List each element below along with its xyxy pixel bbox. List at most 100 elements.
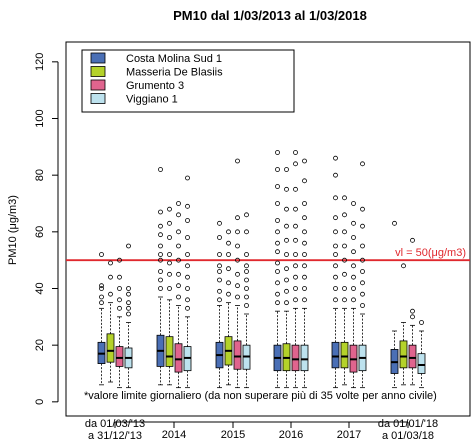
box-body (300, 344, 309, 372)
outlier-point (275, 201, 280, 206)
outlier-point (293, 274, 298, 280)
outlier-point (176, 294, 181, 300)
outlier-point (293, 252, 298, 257)
outlier-point (185, 203, 190, 209)
outlier-point (117, 274, 122, 280)
outlier-point (226, 291, 231, 297)
limit-value-label: vl = 50(μg/m3) (395, 247, 466, 259)
outlier-point (360, 243, 365, 249)
outlier-point (275, 249, 280, 255)
box-body (174, 343, 183, 373)
outlier-point (284, 252, 289, 257)
y-tick-label: 100 (34, 109, 46, 127)
outlier-point (158, 232, 163, 238)
x-tick-label: 2017 (337, 429, 361, 441)
outlier-point (158, 286, 163, 291)
box-body (340, 341, 349, 369)
outlier-point (293, 237, 298, 243)
outlier-point (167, 271, 172, 277)
outlier-point (293, 263, 298, 269)
outlier-point (235, 158, 240, 164)
outlier-point (351, 263, 356, 269)
outlier-point (117, 305, 122, 311)
x-tick-label: a 31/12/'13 (88, 430, 142, 441)
y-tick-label: 120 (34, 53, 46, 71)
outlier-point (117, 257, 122, 263)
outlier-point (351, 201, 356, 206)
box-body (233, 340, 242, 370)
box-body (106, 333, 115, 363)
outlier-point (99, 252, 104, 257)
outlier-point (217, 277, 222, 283)
outlier-point (217, 263, 222, 269)
outlier-point (360, 161, 365, 167)
legend: Costa Molina Sud 1 Masseria De BlasiisGru… (81, 49, 295, 113)
box-masseria-de-blasiis (340, 195, 349, 386)
outlier-point (333, 286, 338, 291)
outlier-point (275, 260, 280, 266)
outlier-point (158, 277, 163, 283)
box-body (399, 340, 408, 369)
x-tick-label: a 01/03/18 (382, 430, 434, 441)
outlier-point (235, 283, 240, 289)
outlier-point (275, 240, 280, 246)
x-tick-label: 2016 (279, 429, 303, 441)
y-axis-label: PM10 (μg/m3) (7, 195, 19, 265)
outlier-point (185, 305, 190, 311)
chart-title: PM10 dal 1/03/2013 al 1/03/2018 (173, 8, 367, 23)
outlier-point (275, 218, 280, 223)
box-viggiano-1 (417, 320, 426, 389)
outlier-point (117, 297, 122, 303)
box-costa-molina-sud-1 (156, 167, 165, 386)
outlier-point (235, 243, 240, 249)
box-viggiano-1 (124, 243, 133, 389)
outlier-point (410, 308, 415, 314)
outlier-point (275, 300, 280, 306)
outlier-point (244, 286, 249, 291)
outlier-point (342, 286, 347, 291)
outlier-point (351, 297, 356, 303)
box-body (408, 344, 417, 369)
outlier-point (217, 297, 222, 303)
outlier-point (392, 220, 397, 226)
outlier-point (99, 286, 104, 291)
outlier-point (158, 243, 163, 249)
box-costa-molina-sud-1 (215, 220, 224, 389)
y-tick-label: 60 (34, 226, 46, 238)
outlier-point (293, 223, 298, 229)
box-masseria-de-blasiis (399, 263, 408, 386)
legend-label: Viggiano 1 (126, 94, 178, 106)
y-tick-label: 0 (34, 399, 46, 405)
outlier-point (333, 252, 338, 257)
outlier-point (275, 280, 280, 286)
outlier-point (342, 229, 347, 235)
box-viggiano-1 (183, 175, 192, 389)
box-masseria-de-blasiis (106, 260, 115, 383)
outlier-point (302, 215, 307, 221)
outlier-point (244, 263, 249, 269)
outlier-point (226, 229, 231, 235)
box-masseria-de-blasiis (224, 229, 233, 386)
outlier-point (275, 150, 280, 155)
outlier-point (185, 218, 190, 223)
outlier-point (284, 288, 289, 294)
outlier-point (293, 297, 298, 303)
outlier-point (284, 237, 289, 243)
outlier-point (244, 229, 249, 235)
outlier-point (185, 175, 190, 181)
box-body (331, 341, 340, 369)
outlier-point (244, 212, 249, 218)
outlier-point (99, 300, 104, 306)
outlier-point (360, 280, 365, 286)
outlier-point (333, 155, 338, 161)
box-masseria-de-blasiis (165, 206, 174, 386)
outlier-point (333, 297, 338, 303)
legend-label: Costa Molina Sud 1 (126, 53, 222, 65)
outlier-point (167, 235, 172, 240)
outlier-point (333, 172, 338, 178)
box-grumento-3 (174, 201, 183, 389)
outlier-point (158, 167, 163, 172)
outlier-point (244, 277, 249, 283)
outlier-point (158, 252, 163, 257)
outlier-point (226, 266, 231, 272)
